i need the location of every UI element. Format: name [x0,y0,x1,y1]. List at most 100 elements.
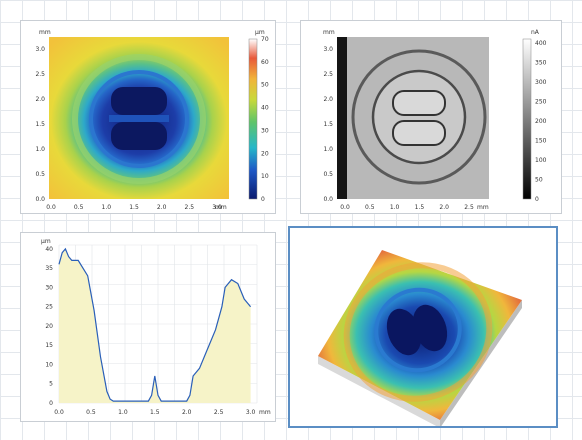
intensity-map-pocket-top [392,90,446,116]
intensity-map-dark-band [337,37,347,199]
profile-x-tick: 3.0 [246,409,256,416]
profile-y-unit: µm [41,238,51,245]
intensity-map-colorbar-unit: nA [531,29,540,36]
height-map-x-tick: 0.5 [74,204,84,211]
intensity-map-chart: mm 0.0 0.5 1.0 1.5 2.0 2.5 3.0 0.0 0.5 1.0 1.5 2.0… [323,29,547,211]
intensity-map-inner-ring [371,69,467,165]
profile-y-tick: 35 [45,265,53,272]
profile-panel[interactable]: µm 0 5 10 15 20 25 30 35 40 0.0 0.5 1.0 1.5 2.0 2.5 3.… [20,232,276,422]
intensity-map-colorbar-tick: 100 [535,157,547,164]
view3d-ring [343,262,493,402]
height-map-x-tick: 3.0 [212,204,222,211]
height-map-colorbar-tick: 50 [261,82,269,89]
height-map-colorbar-ticks: 0 10 20 30 40 50 60 70 [261,36,269,203]
profile-x-tick: 0.0 [54,409,64,416]
profile-y-tick: 25 [45,304,53,311]
intensity-map-y-unit: mm [323,29,335,36]
intensity-map-x-tick: 2.0 [439,204,449,211]
height-map-ring [72,54,206,184]
height-map-y-tick: 2.5 [35,71,45,78]
height-map-y-tick: 0.5 [35,171,45,178]
intensity-map-x-tick: 0.5 [365,204,375,211]
intensity-map-x-tick: 0.0 [340,204,350,211]
intensity-map-y-ticks: 0.0 0.5 1.0 1.5 2.0 2.5 3.0 [323,46,333,203]
profile-x-tick: 2.0 [182,409,192,416]
intensity-map-colorbar-tick: 0 [535,196,539,203]
height-map-pocket-bottom [111,122,167,150]
intensity-map-outer-ring [351,49,487,185]
height-map-x-tick: 1.0 [102,204,112,211]
intensity-map-x-unit: mm [477,204,489,211]
profile-x-tick: 0.5 [86,409,96,416]
profile-x-tick: 2.5 [214,409,224,416]
intensity-map-y-tick: 1.5 [323,121,333,128]
intensity-map-y-tick: 1.0 [323,146,333,153]
profile-chart: µm 0 5 10 15 20 25 30 35 40 0.0 0.5 1.0 1.5 2.0 2.5 3.… [41,238,271,416]
intensity-map-colorbar [522,38,532,200]
view3d-pocket-left [386,308,422,356]
intensity-map-colorbar-tick: 400 [535,40,547,47]
height-map-y-tick: 1.0 [35,146,45,153]
height-map-x-ticks: 0.0 0.5 1.0 1.5 2.0 2.5 3.0 [46,204,222,211]
profile-x-tick: 1.0 [118,409,128,416]
height-map-x-tick: 1.5 [129,204,139,211]
height-map-colorbar-unit: µm [255,29,265,36]
intensity-map-y-tick: 2.5 [323,71,333,78]
height-map-colorbar [248,38,258,200]
height-map-x-tick: 0.0 [46,204,56,211]
height-map-colorbar-tick: 20 [261,150,269,157]
height-map-y-unit: mm [39,29,51,36]
intensity-map-colorbar-tick: 150 [535,138,547,145]
height-map-y-tick: 3.0 [35,46,45,53]
intensity-map-y-tick: 0.5 [323,171,333,178]
profile-y-tick: 40 [45,246,53,253]
height-map-colorbar-tick: 70 [261,36,269,43]
profile-y-tick: 0 [49,400,53,407]
height-map-colorbar-tick: 10 [261,173,269,180]
intensity-map-colorbar-tick: 300 [535,79,547,86]
height-map-pocket-top [111,87,167,115]
height-map-y-ticks: 0.0 0.5 1.0 1.5 2.0 2.5 3.0 [35,46,45,203]
height-map-rim [89,70,189,168]
intensity-map-colorbar-ticks: 0 50 100 150 200 250 300 350 400 [535,40,547,203]
intensity-map-y-tick: 0.0 [323,196,333,203]
intensity-map-colorbar-tick: 50 [535,177,543,184]
profile-x-unit: mm [259,409,271,416]
height-map-x-unit: mm [215,204,227,211]
view3d-render [318,250,522,428]
height-map-x-tick: 2.0 [157,204,167,211]
profile-line [58,247,252,402]
height-map-y-tick: 1.5 [35,121,45,128]
profile-area [59,248,251,403]
height-map-y-tick: 2.0 [35,96,45,103]
view3d-inner-ring [374,287,462,373]
intensity-map-x-ticks: 0.0 0.5 1.0 1.5 2.0 2.5 [340,204,474,211]
height-map-x-tick: 2.5 [185,204,195,211]
profile-y-tick: 5 [49,381,53,388]
height-map-colorbar-tick: 30 [261,127,269,134]
profile-y-tick: 15 [45,342,53,349]
height-map-colorbar-tick: 0 [261,196,265,203]
height-map-y-tick: 0.0 [35,196,45,203]
profile-y-tick: 20 [45,323,53,330]
intensity-map-colorbar-tick: 350 [535,60,547,67]
intensity-map-x-tick: 2.5 [464,204,474,211]
intensity-map-colorbar-tick: 250 [535,99,547,106]
profile-y-tick: 10 [45,361,53,368]
height-map-bridge [109,115,169,122]
height-map-panel[interactable]: mm 0.0 0.5 1.0 1.5 2.0 2.5 3.0 0.0 0.5 1.0 1.5 2.0… [20,20,276,214]
profile-x-ticks: 0.0 0.5 1.0 1.5 2.0 2.5 3.0 [54,409,255,416]
view3d-pocket-right [412,304,448,352]
intensity-map-colorbar-tick: 200 [535,118,547,125]
intensity-map-x-tick: 1.5 [415,204,425,211]
profile-y-tick: 30 [45,284,53,291]
height-map-colorbar-tick: 60 [261,59,269,66]
profile-x-tick: 1.5 [150,409,160,416]
height-map-chart: mm 0.0 0.5 1.0 1.5 2.0 2.5 3.0 0.0 0.5 1.0 1.5 2.0… [35,29,269,211]
view3d-panel[interactable] [288,226,558,428]
intensity-map-x-tick: 1.0 [390,204,400,211]
intensity-map-panel[interactable]: mm 0.0 0.5 1.0 1.5 2.0 2.5 3.0 0.0 0.5 1.0 1.5 2.0… [300,20,562,214]
intensity-map-y-tick: 2.0 [323,96,333,103]
intensity-map-y-tick: 3.0 [323,46,333,53]
height-map-colorbar-tick: 40 [261,105,269,112]
